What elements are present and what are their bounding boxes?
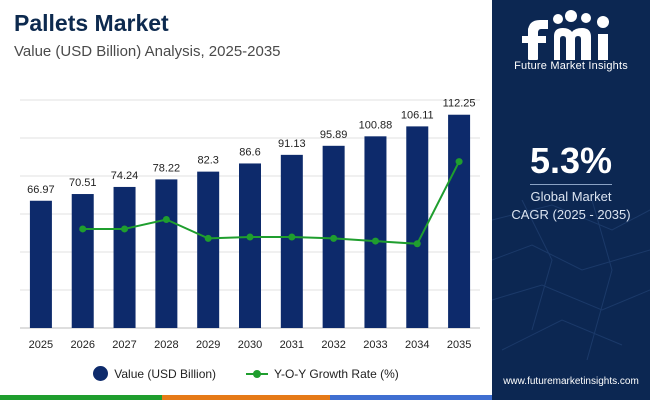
bar-2034 <box>406 126 429 329</box>
bar-2028 <box>155 179 178 328</box>
cagr-label: Global Market CAGR (2025 - 2035) <box>492 188 650 224</box>
bar-value-label: 78.22 <box>153 162 181 174</box>
bar-value-label: 100.88 <box>359 119 393 131</box>
chart-legend: Value (USD Billion) Y-O-Y Growth Rate (%… <box>0 366 492 381</box>
bar-2027 <box>113 186 136 328</box>
x-tick-label: 2034 <box>405 339 429 351</box>
x-tick-label: 2029 <box>196 339 220 351</box>
bar-2035 <box>448 114 471 328</box>
growth-rate-point <box>162 216 170 224</box>
bar-2029 <box>197 171 220 328</box>
legend-line-marker <box>246 369 269 378</box>
growth-rate-point <box>246 233 254 241</box>
bar-2026 <box>71 194 94 328</box>
growth-rate-point <box>371 237 379 245</box>
growth-rate-point <box>288 233 296 241</box>
growth-rate-point <box>413 240 421 248</box>
strip-segment-blue <box>329 395 492 400</box>
bar-value-label: 112.25 <box>443 98 476 110</box>
bar-2025 <box>29 200 52 328</box>
x-tick-label: 2028 <box>154 339 178 351</box>
fmi-logo: fmi <box>522 10 609 60</box>
bar-value-label: 91.13 <box>278 138 306 150</box>
website-url[interactable]: www.futuremarketinsights.com <box>503 376 639 387</box>
cagr-value: 5.3% <box>529 140 613 181</box>
side-panel: fmi Future Market Insights 5.3% Global M… <box>492 0 650 400</box>
growth-rate-point <box>204 234 212 242</box>
legend-bar-marker <box>93 366 109 381</box>
legend-item-growth: Y-O-Y Growth Rate (%) <box>246 366 399 381</box>
x-tick-label: 2026 <box>70 339 94 351</box>
chart-subtitle: Value (USD Billion) Analysis, 2025-2035 <box>14 43 281 60</box>
x-tick-label: 2035 <box>447 339 471 351</box>
growth-rate-point <box>121 225 129 233</box>
bar-value-label: 70.51 <box>69 177 97 189</box>
bar-value-label: 86.6 <box>239 146 260 158</box>
strip-segment-green <box>0 395 163 400</box>
x-tick-label: 2031 <box>280 339 304 351</box>
cagr-label-line2: CAGR (2025 - 2035) <box>511 207 631 222</box>
legend-line-label: Y-O-Y Growth Rate (%) <box>274 366 399 381</box>
bar-value-label: 106.11 <box>401 109 434 121</box>
growth-rate-point <box>455 158 463 166</box>
x-tick-label: 2027 <box>112 339 136 351</box>
bar-value-label: 66.97 <box>27 184 55 196</box>
chart-canvas: 66.97 2025 70.51 2026 74.24 2027 78.22 2028 82.3… <box>20 98 480 351</box>
x-tick-label: 2025 <box>29 339 53 351</box>
cagr-label-line1: Global Market <box>530 189 612 204</box>
bar-value-label: 82.3 <box>197 155 218 167</box>
bar-2030 <box>239 163 261 328</box>
logo-name: Future Market Insights <box>514 60 628 72</box>
chart-title: Pallets Market <box>14 10 169 36</box>
growth-rate-line <box>82 161 460 245</box>
x-tick-label: 2030 <box>238 339 262 351</box>
legend-item-value: Value (USD Billion) <box>93 366 216 381</box>
cagr-divider <box>530 184 612 185</box>
decorative-pattern <box>492 200 650 360</box>
bar-value-label: 74.24 <box>111 170 139 182</box>
bottom-color-strip <box>0 395 492 400</box>
growth-rate-point <box>79 225 87 233</box>
growth-rate-point <box>330 234 338 242</box>
bar-2033 <box>364 136 387 328</box>
x-tick-label: 2033 <box>363 339 387 351</box>
bar-value-label: 95.89 <box>320 129 348 141</box>
strip-segment-orange <box>162 395 330 400</box>
x-tick-label: 2032 <box>321 339 345 351</box>
legend-bar-label: Value (USD Billion) <box>114 366 217 381</box>
bar-2031 <box>280 154 303 328</box>
